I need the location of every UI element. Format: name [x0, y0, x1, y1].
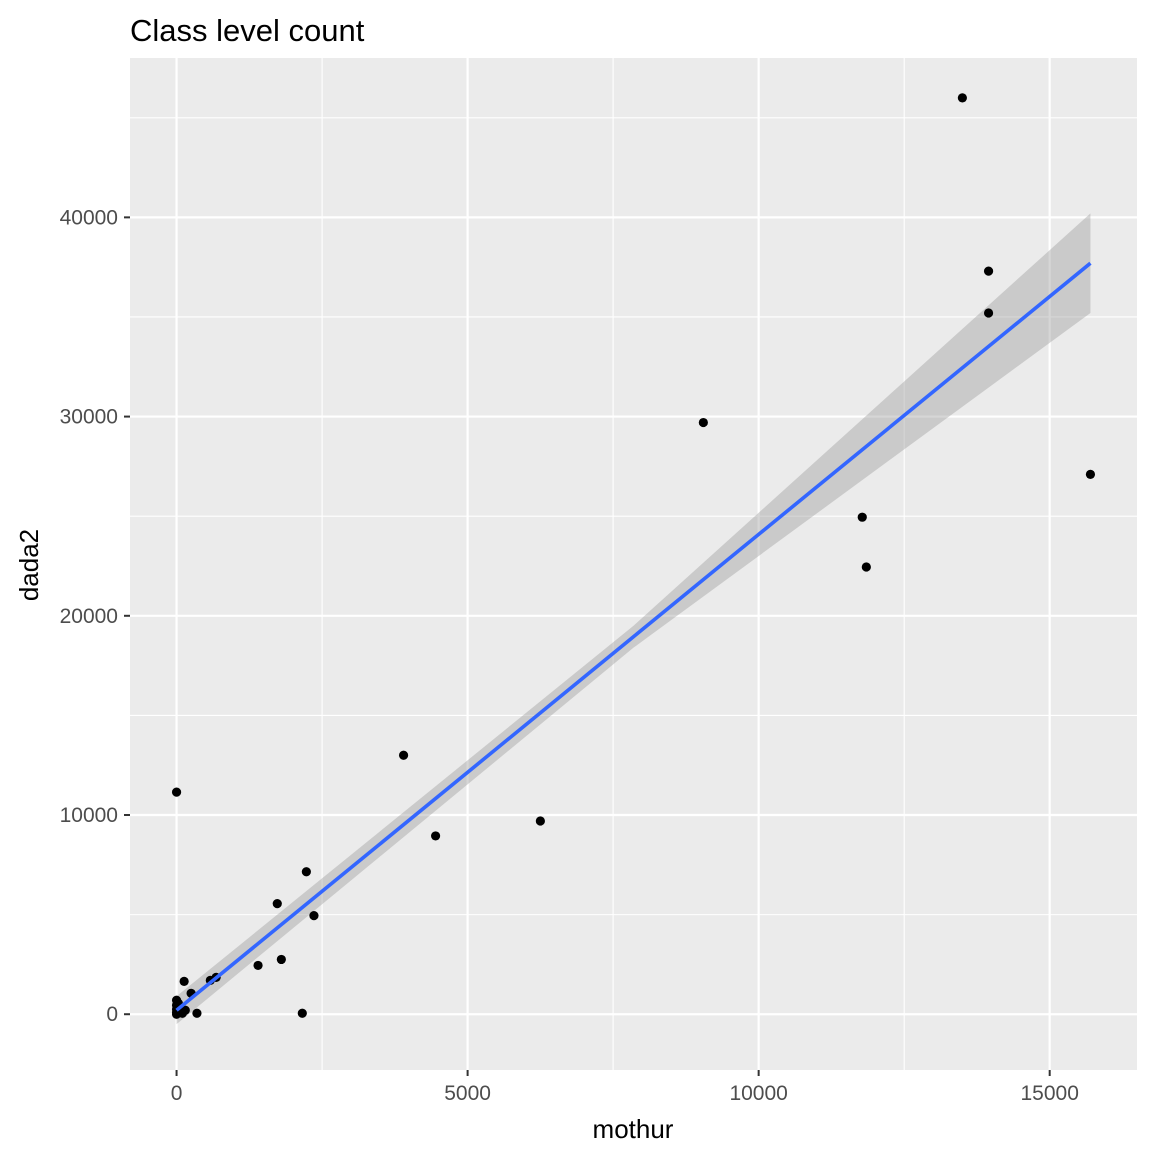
- data-point: [171, 787, 182, 797]
- data-point: [535, 816, 545, 826]
- points-layer: [171, 93, 1096, 1019]
- data-point: [272, 899, 282, 909]
- data-point: [253, 960, 263, 971]
- data-point: [179, 976, 189, 986]
- plot-panel: [130, 58, 1137, 1070]
- minor-gridlines: [130, 58, 1137, 1070]
- data-point: [301, 867, 311, 877]
- data-point: [857, 512, 867, 522]
- data-point: [276, 954, 286, 965]
- data-point: [698, 417, 708, 428]
- y-axis-title: dada2: [14, 529, 44, 601]
- x-tick-label: 10000: [729, 1082, 787, 1105]
- regression-line: [175, 261, 1092, 1012]
- y-tick-label: 20000: [60, 605, 118, 628]
- x-tick-label: 15000: [1020, 1082, 1078, 1105]
- data-point: [192, 1008, 202, 1018]
- fit-line-layer: [175, 261, 1092, 1012]
- x-tick-label: 5000: [444, 1082, 491, 1105]
- y-axis-ticks: 0 10000 20000 30000 40000: [60, 206, 130, 1026]
- x-axis-title: mothur: [593, 1114, 674, 1144]
- data-point: [297, 1008, 307, 1018]
- y-tick-label: 0: [106, 1003, 118, 1026]
- data-point: [309, 911, 319, 921]
- x-axis-ticks: 0 5000 10000 15000: [171, 1070, 1079, 1105]
- chart-title: Class level count: [130, 13, 365, 48]
- y-tick-label: 30000: [60, 406, 118, 429]
- data-point: [1085, 469, 1096, 479]
- data-point: [957, 93, 967, 103]
- data-point: [983, 266, 994, 276]
- y-tick-label: 10000: [60, 804, 118, 827]
- data-point: [430, 831, 441, 841]
- x-tick-label: 0: [171, 1082, 183, 1105]
- data-point: [861, 562, 871, 572]
- data-point: [983, 308, 994, 318]
- data-point: [398, 750, 409, 760]
- data-point: [180, 1005, 190, 1015]
- y-tick-label: 40000: [60, 206, 118, 229]
